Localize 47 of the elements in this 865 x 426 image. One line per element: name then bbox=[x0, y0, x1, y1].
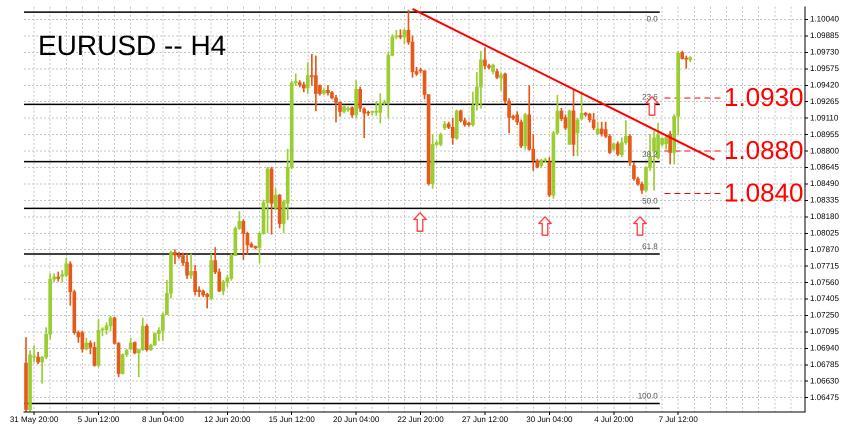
annotation: 61.8 bbox=[642, 242, 658, 252]
y-tick-label: 1.09110 bbox=[810, 113, 839, 122]
annotation: 50.0 bbox=[642, 196, 658, 206]
y-tick-label: 1.10040 bbox=[810, 14, 840, 24]
ref-line-label: 1.0840 bbox=[724, 178, 804, 208]
candlestick bbox=[189, 254, 193, 279]
y-tick-label: 1.07250 bbox=[810, 310, 840, 320]
y-tick-label: 1.08955 bbox=[810, 130, 840, 139]
x-tick-label: 27 Jun 12:00 bbox=[462, 415, 509, 424]
candlestick bbox=[173, 249, 177, 264]
x-tick-label: 5 Jun 12:00 bbox=[78, 415, 120, 424]
x-tick-label: 30 Jun 04:00 bbox=[526, 415, 574, 424]
x-tick-label: 8 Jun 04:00 bbox=[142, 415, 184, 424]
annotation: 100.0 bbox=[638, 392, 658, 401]
y-tick-label: 1.06785 bbox=[810, 360, 840, 369]
y-tick-label: 1.06475 bbox=[810, 392, 840, 402]
annotation: 0.0 bbox=[646, 14, 658, 24]
y-tick-label: 1.07715 bbox=[810, 261, 840, 270]
y-tick-label: 1.09730 bbox=[810, 48, 840, 57]
y-tick-label: 1.08180 bbox=[810, 212, 840, 222]
x-tick-label: 4 Jul 20:00 bbox=[594, 415, 634, 424]
ref-line-label: 1.0930 bbox=[724, 82, 804, 112]
y-tick-label: 1.06630 bbox=[810, 376, 840, 386]
y-tick-label: 1.09575 bbox=[810, 64, 840, 74]
y-tick-label: 1.08645 bbox=[810, 162, 840, 172]
candlestick bbox=[499, 72, 503, 91]
y-tick-label: 1.08025 bbox=[810, 228, 840, 238]
ref-line-label: 1.0880 bbox=[724, 135, 804, 166]
x-tick-label: 20 Jun 04:00 bbox=[332, 415, 380, 424]
x-tick-label: 31 May 20:00 bbox=[10, 415, 59, 424]
y-tick-label: 1.07560 bbox=[810, 278, 840, 287]
y-tick-label: 1.09265 bbox=[810, 96, 840, 106]
text: EURUSD -- H4 bbox=[38, 30, 226, 61]
y-tick-label: 1.07870 bbox=[810, 244, 840, 254]
x-tick-label: 7 Jul 12:00 bbox=[658, 415, 698, 424]
x-tick-label: 22 Jun 20:00 bbox=[397, 415, 444, 424]
y-tick-label: 1.08800 bbox=[810, 146, 840, 156]
x-tick-label: 15 Jun 12:00 bbox=[268, 415, 316, 424]
y-tick-label: 1.08490 bbox=[810, 179, 840, 188]
candlestick bbox=[334, 94, 338, 122]
y-tick-label: 1.07095 bbox=[810, 327, 840, 336]
y-tick-label: 1.06940 bbox=[810, 344, 840, 353]
y-tick-label: 1.08335 bbox=[810, 196, 840, 205]
y-tick-label: 1.09420 bbox=[810, 80, 840, 90]
x-tick-label: 12 Jun 20:00 bbox=[204, 415, 251, 424]
y-tick-label: 1.07405 bbox=[810, 294, 840, 304]
y-tick-label: 1.09885 bbox=[810, 31, 840, 40]
